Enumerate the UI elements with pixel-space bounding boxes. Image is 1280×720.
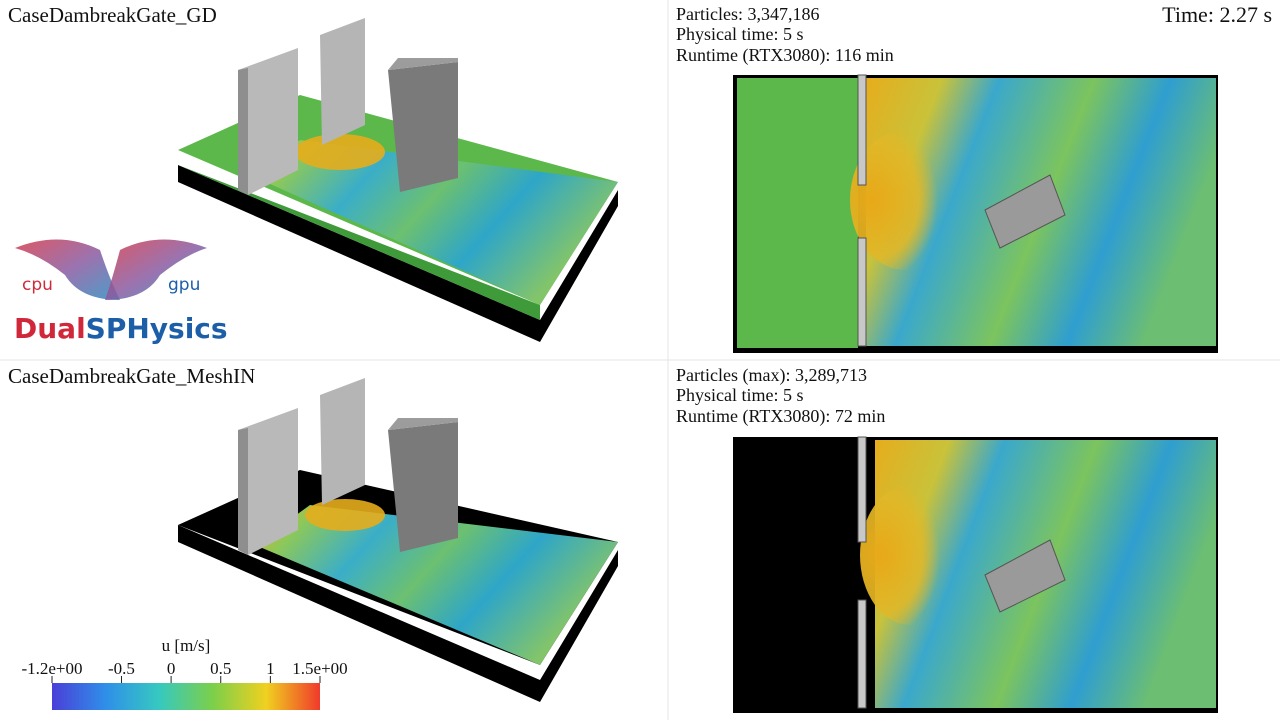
- colorbar-tick-label: -1.2e+00: [21, 659, 82, 678]
- colorbar-tick-label: -0.5: [108, 659, 135, 678]
- colorbar-tick-label: 0: [167, 659, 176, 678]
- time-label: Time: 2.27 s: [1162, 2, 1272, 27]
- info-line: Particles: 3,347,186: [676, 4, 819, 24]
- plan-view: [733, 436, 1218, 713]
- info-line: Physical time: 5 s: [676, 385, 804, 405]
- colorbar: u [m/s] -1.2e+00 -0.5 0 0.5 1 1.5e+00: [21, 636, 348, 710]
- logo-cpu: cpu: [22, 275, 53, 295]
- info-line: Runtime (RTX3080): 72 min: [676, 406, 885, 427]
- logo-name-second: SPHysics: [86, 312, 228, 345]
- scene-3d: [178, 378, 618, 702]
- plan-view: [733, 74, 1218, 353]
- colorbar-tick-label: 0.5: [210, 659, 231, 678]
- colorbar-tick-label: 1.5e+00: [292, 659, 347, 678]
- panel-title: CaseDambreakGate_GD: [8, 3, 217, 27]
- colorbar-ramp: [52, 683, 320, 710]
- scene-3d: [178, 18, 618, 342]
- colorbar-title: u [m/s]: [162, 636, 211, 655]
- colorbar-tick-label: 1: [266, 659, 275, 678]
- panel-title: CaseDambreakGate_MeshIN: [8, 364, 255, 388]
- logo-name-first: Dual: [14, 312, 86, 345]
- info-line: Physical time: 5 s: [676, 24, 804, 44]
- logo-name: DualSPHysics: [14, 312, 228, 345]
- logo-gpu: gpu: [168, 275, 200, 295]
- info-line: Particles (max): 3,289,713: [676, 365, 867, 386]
- logo: cpu gpu DualSPHysics: [14, 239, 228, 345]
- info-line: Runtime (RTX3080): 116 min: [676, 45, 894, 66]
